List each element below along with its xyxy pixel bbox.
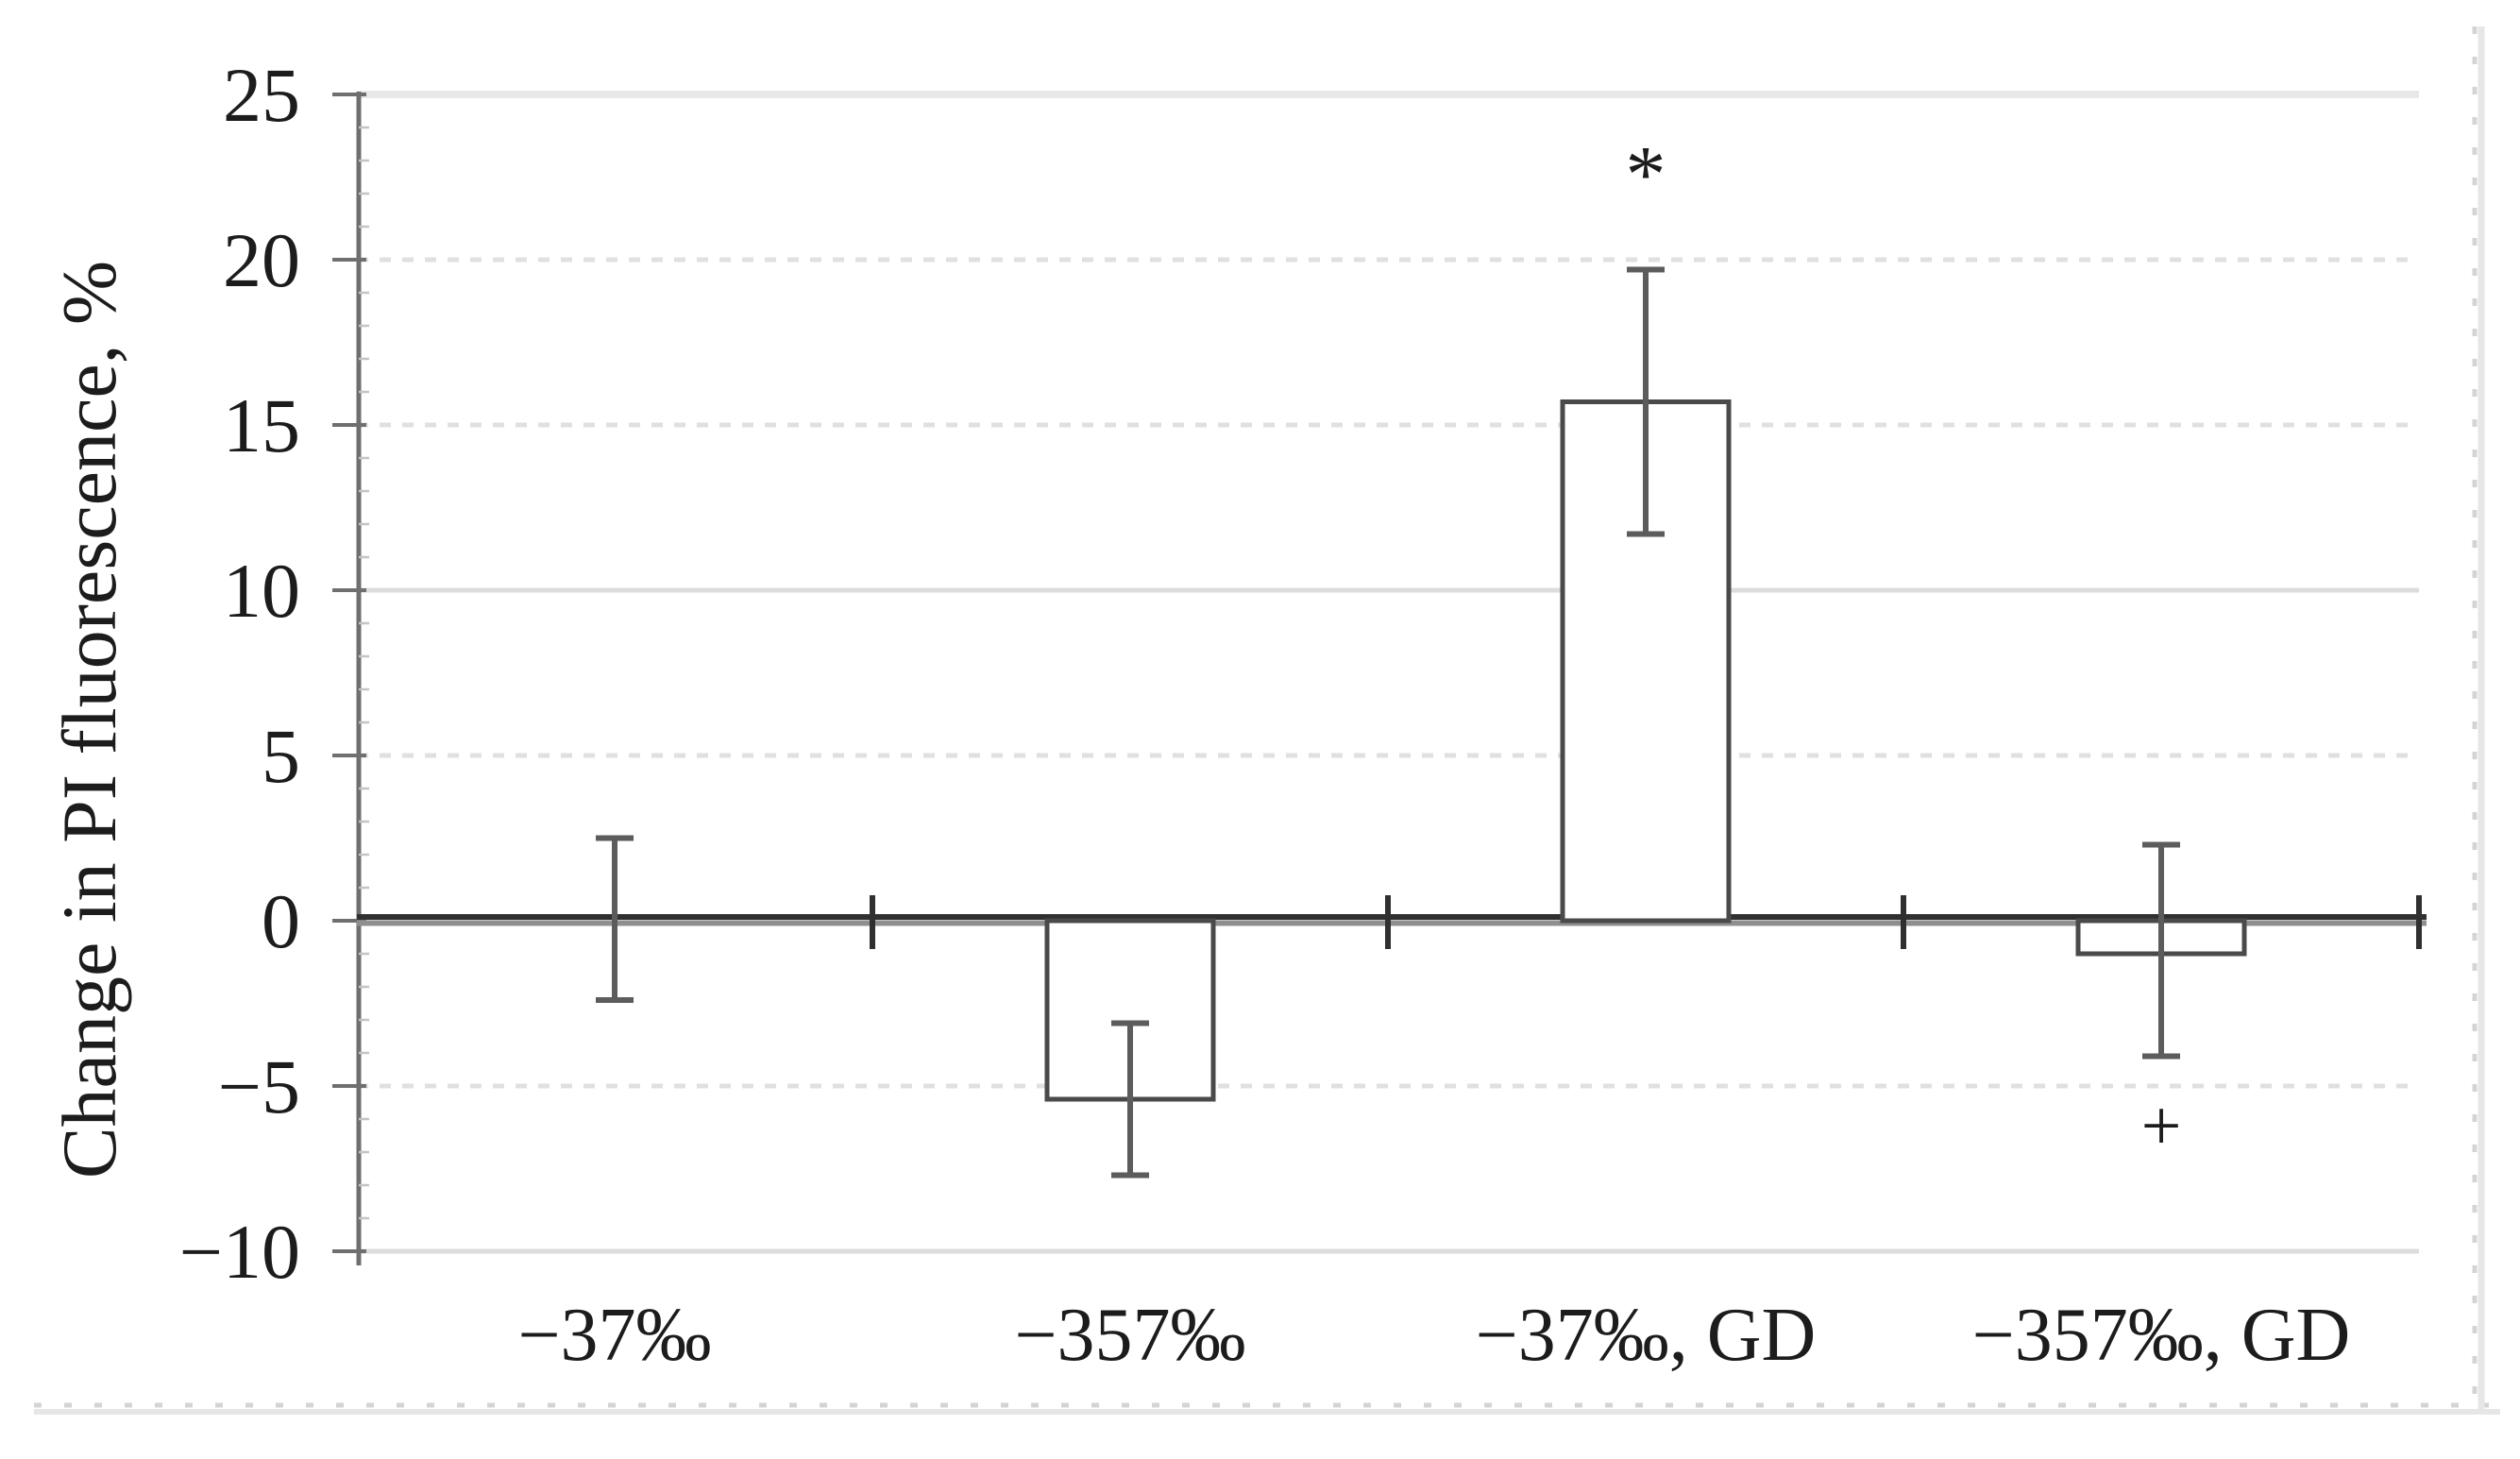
- chart-border-layer: [34, 26, 2500, 1415]
- y-axis-tick-label: 5: [262, 713, 300, 799]
- axes-layer: [332, 92, 2427, 1265]
- x-axis-category-label: −357‰: [1014, 1294, 1245, 1377]
- y-axis-tick-label: 15: [223, 382, 300, 468]
- significance-plus: +: [2141, 1087, 2182, 1166]
- annotations-layer: *+: [1626, 129, 2182, 1166]
- y-axis-tick-label: −10: [179, 1209, 300, 1295]
- y-axis-tick-label: −5: [218, 1043, 300, 1129]
- gridlines-layer: [357, 91, 2419, 1254]
- y-axis-tick-label: 25: [223, 52, 300, 138]
- y-axis-title: Change in PI fluorescence, %: [46, 261, 132, 1179]
- y-axis-tick-label: 0: [262, 878, 300, 964]
- x-axis-category-label: −357‰, GD: [1972, 1294, 2351, 1377]
- x-axis-category-label: −37‰, GD: [1476, 1294, 1817, 1377]
- x-axis-category-label: −37‰: [517, 1294, 711, 1377]
- error-bars-layer: [596, 266, 2180, 1179]
- labels-layer: −37‰ −357‰ −37‰, GD −357‰, GD 25 20 15 10 5 0 −5 −1…: [179, 52, 2351, 1377]
- y-axis-tick-label: 10: [223, 548, 300, 634]
- y-axis-tick-label: 20: [223, 217, 300, 303]
- significance-star: *: [1626, 129, 1666, 220]
